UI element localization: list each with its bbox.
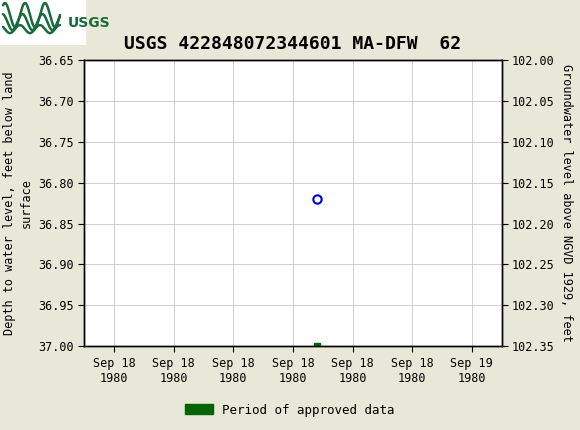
- Y-axis label: Groundwater level above NGVD 1929, feet: Groundwater level above NGVD 1929, feet: [560, 64, 574, 342]
- Bar: [0, 0, 85, 45]
- Title: USGS 422848072344601 MA-DFW  62: USGS 422848072344601 MA-DFW 62: [124, 35, 462, 53]
- Text: USGS: USGS: [68, 16, 111, 30]
- Legend: Period of approved data: Period of approved data: [180, 399, 400, 421]
- Y-axis label: Depth to water level, feet below land
surface: Depth to water level, feet below land su…: [2, 71, 32, 335]
